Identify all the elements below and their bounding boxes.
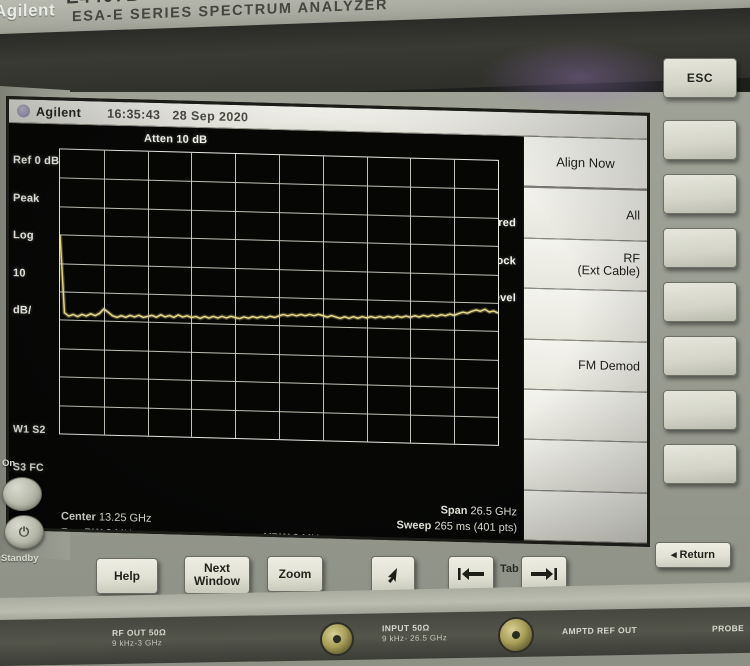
- input-text: INPUT 50Ω: [382, 622, 430, 634]
- span-readout: Span 26.5 GHz: [441, 502, 517, 520]
- input-label: INPUT 50Ω 9 kHz- 26.5 GHz: [382, 622, 447, 644]
- titlebar-date: 28 Sep 2020: [172, 107, 249, 124]
- return-button[interactable]: ◂ Return: [655, 542, 731, 568]
- sweep-value: 265 ms (401 pts): [434, 520, 517, 535]
- zoom-button[interactable]: Zoom: [267, 556, 323, 592]
- tab-right-arrow-icon: [531, 568, 557, 580]
- softkey-button-6[interactable]: [663, 390, 737, 430]
- span-value: 26.5 GHz: [470, 505, 517, 519]
- agilent-logo-icon: [17, 104, 30, 118]
- attenuation-label: Atten 10 dB: [144, 132, 208, 147]
- softkey-menu-title: Align Now: [524, 136, 647, 192]
- input-range-text: 9 kHz- 26.5 GHz: [382, 633, 448, 644]
- trace-marker-1: S3 FC: [13, 460, 44, 474]
- softkey-button-rail: ESC: [655, 58, 750, 558]
- escape-button[interactable]: ESC: [663, 58, 737, 98]
- softkey-button-3[interactable]: [663, 228, 737, 268]
- graticule-grid: [59, 148, 499, 446]
- cursor-arrow-button[interactable]: [371, 556, 415, 594]
- measurement-area: Ref 0 dBm Peak Log 10 dB/ Atten 10 dB Sy…: [9, 123, 523, 545]
- next-window-label: Next Window: [194, 561, 240, 588]
- measurement-status-band: Span 26.5 GHz Center 13.25 GHz Sweep 265…: [59, 492, 523, 545]
- center-value: 13.25 GHz: [98, 511, 152, 525]
- softkey-blank-4[interactable]: [524, 490, 647, 544]
- display-body: Ref 0 dBm Peak Log 10 dB/ Atten 10 dB Sy…: [9, 123, 647, 545]
- center-label: Center: [61, 510, 96, 524]
- softkey-blank-1[interactable]: [524, 288, 647, 343]
- tab-key-label: Tab: [500, 563, 519, 575]
- next-window-button[interactable]: Next Window: [184, 556, 250, 594]
- rf-out-range-text: 9 kHz-3 GHz: [112, 638, 163, 649]
- sweep-label: Sweep: [396, 519, 432, 533]
- softkey-button-2[interactable]: [663, 174, 737, 214]
- standby-button[interactable]: ⏻: [4, 515, 44, 549]
- display-surface: Agilent 16:35:43 28 Sep 2020 Ref 0 dBm P…: [9, 99, 647, 545]
- power-standby-icon: ⏻: [18, 524, 30, 539]
- titlebar-brand: Agilent: [36, 104, 82, 120]
- softkey-button-4[interactable]: [663, 282, 737, 322]
- rf-out-connector[interactable]: [320, 621, 354, 657]
- input-connector[interactable]: [498, 616, 534, 654]
- softkey-fm-demod[interactable]: FM Demod: [524, 339, 647, 393]
- softkey-all[interactable]: All: [524, 187, 647, 242]
- softkey-blank-2[interactable]: [524, 389, 647, 444]
- rf-out-label: RF OUT 50Ω 9 kHz-3 GHz: [112, 627, 166, 649]
- cursor-arrow-icon: [388, 568, 397, 583]
- tab-left-arrow-icon: [458, 568, 484, 580]
- titlebar-time: 16:35:43: [107, 106, 161, 122]
- power-on-button[interactable]: [2, 477, 42, 511]
- trace-marker-0: W1 S2: [13, 423, 46, 437]
- softkey-button-7[interactable]: [663, 444, 737, 484]
- crt-display: Agilent 16:35:43 28 Sep 2020 Ref 0 dBm P…: [6, 96, 650, 547]
- amptd-ref-out-label: AMPTD REF OUT: [562, 624, 638, 637]
- agilent-brand-text: Agilent: [0, 0, 56, 21]
- tab-left-button[interactable]: [448, 556, 494, 592]
- standby-label: Standby: [1, 553, 39, 564]
- softkey-rf-ext-cable[interactable]: RF (Ext Cable): [524, 238, 647, 292]
- softkey-blank-3[interactable]: [524, 439, 647, 494]
- help-button[interactable]: Help: [96, 558, 158, 594]
- softkey-button-5[interactable]: [663, 336, 737, 376]
- power-on-label: On: [2, 458, 16, 469]
- probe-label: PROBE: [712, 623, 745, 634]
- softkey-button-1[interactable]: [663, 120, 737, 160]
- softkey-menu: Align Now All RF (Ext Cable) FM Demod: [523, 136, 647, 544]
- rf-out-text: RF OUT 50Ω: [112, 627, 167, 639]
- span-label: Span: [440, 504, 468, 518]
